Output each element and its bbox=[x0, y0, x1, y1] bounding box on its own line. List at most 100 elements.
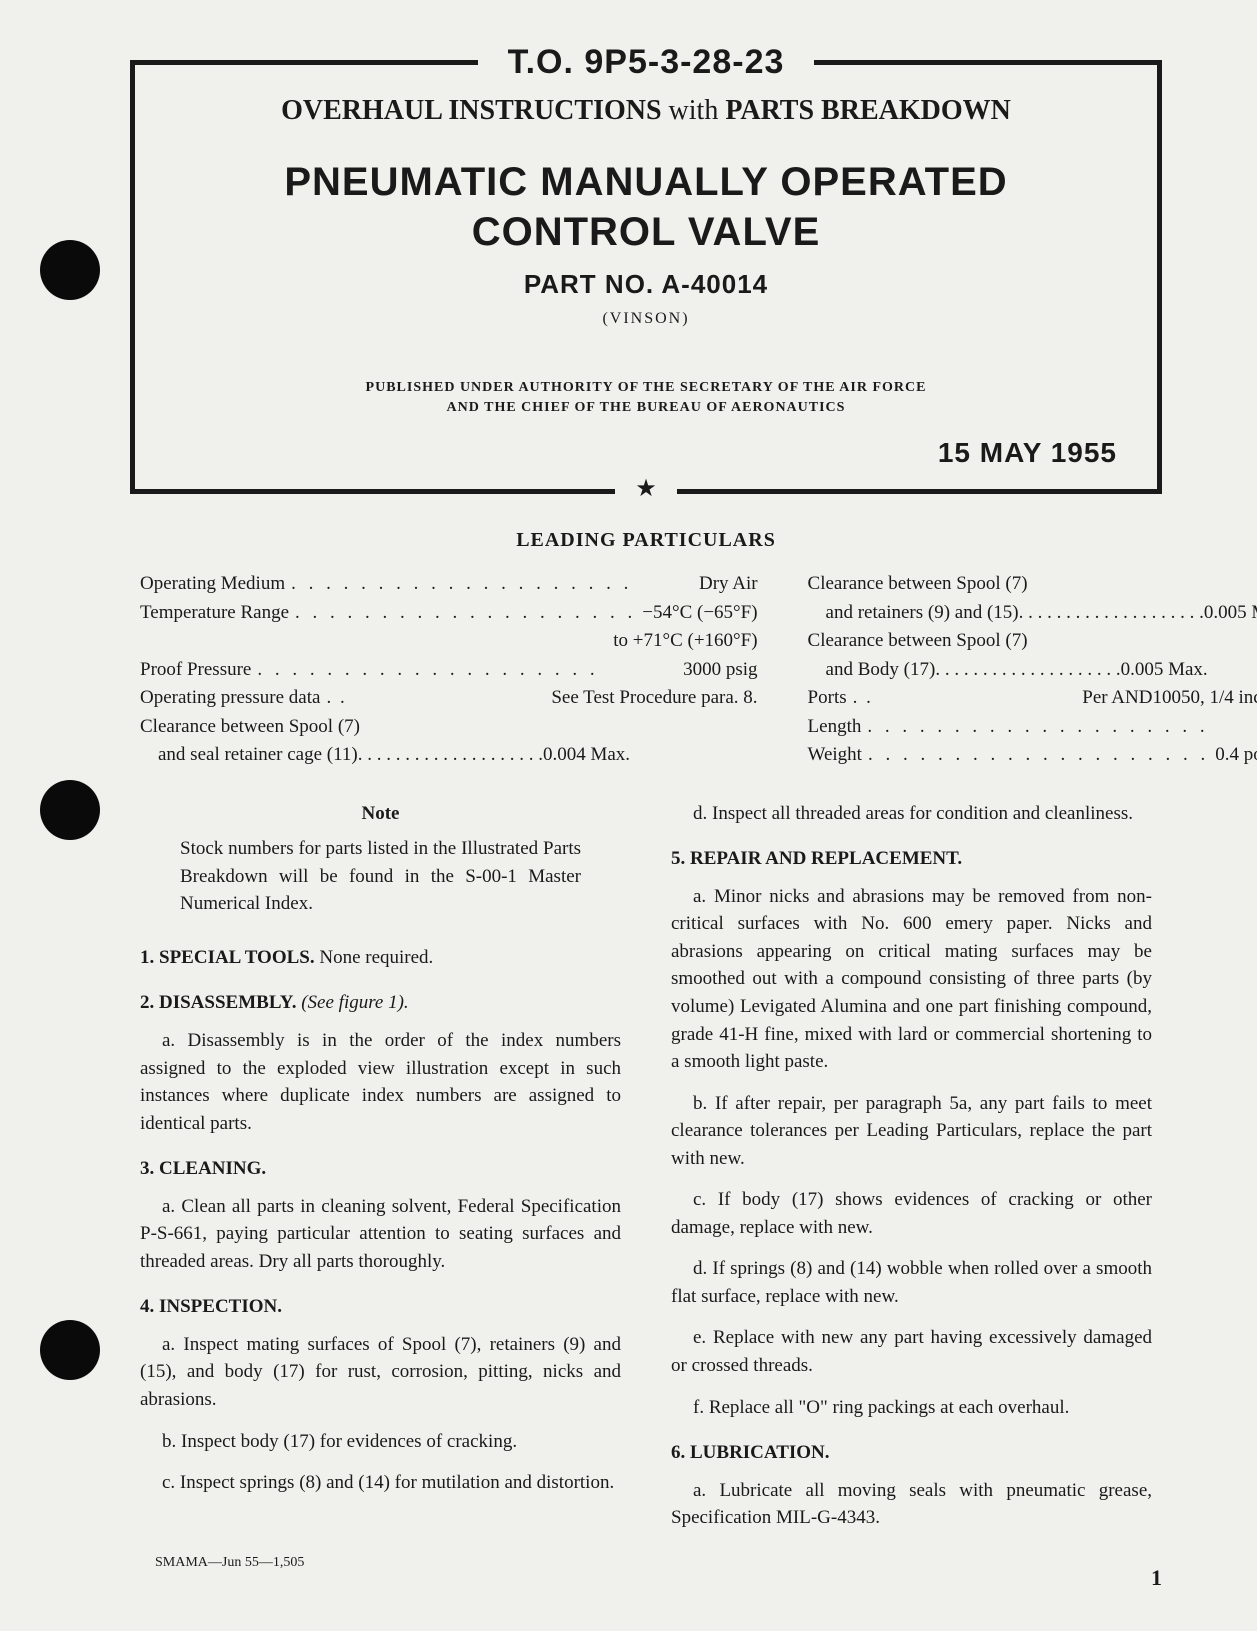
particular-label: Clearance between Spool (7) bbox=[808, 570, 1028, 599]
note-text: Stock numbers for parts listed in the Il… bbox=[180, 835, 581, 918]
star-icon: ★ bbox=[615, 476, 677, 502]
section-heading-text: 2. DISASSEMBLY. bbox=[140, 992, 296, 1013]
section-heading: 1. SPECIAL TOOLS. None required. bbox=[140, 944, 621, 972]
document-page: T.O. 9P5-3-28-23 OVERHAUL INSTRUCTIONS w… bbox=[0, 0, 1257, 1631]
particular-value: −54°C (−65°F) bbox=[642, 599, 757, 628]
paragraph: a. Minor nicks and abrasions may be remo… bbox=[671, 883, 1152, 1076]
paragraph: d. If springs (8) and (14) wobble when r… bbox=[671, 1255, 1152, 1310]
particular-label: Temperature Range bbox=[140, 599, 289, 628]
particular-label: Length bbox=[808, 713, 862, 742]
leader-dots: . . . . . . . . . . . . . . . . . . . . bbox=[251, 656, 683, 685]
part-number: PART NO. A-40014 bbox=[175, 269, 1117, 300]
particular-value: 0.004 Max. bbox=[543, 741, 630, 770]
paragraph: b. Inspect body (17) for evidences of cr… bbox=[140, 1428, 621, 1456]
body-columns: Note Stock numbers for parts listed in t… bbox=[140, 800, 1152, 1546]
paragraph: e. Replace with new any part having exce… bbox=[671, 1324, 1152, 1379]
particular-row: Length . . . . . . . . . . . . . . . . .… bbox=[808, 713, 1257, 742]
particular-label: Operating pressure data bbox=[140, 684, 320, 713]
leader-dots: . . . . . . . . . . . . . . . . . . . . bbox=[285, 570, 699, 599]
particular-label: Ports bbox=[808, 684, 847, 713]
leader-dots: . . bbox=[320, 684, 551, 713]
paragraph: c. If body (17) shows evidences of crack… bbox=[671, 1186, 1152, 1241]
particular-value: See Test Procedure para. 8. bbox=[551, 684, 757, 713]
authority-line-1: PUBLISHED UNDER AUTHORITY OF THE SECRETA… bbox=[175, 378, 1117, 398]
leader-dots: . . bbox=[847, 684, 1083, 713]
leader-dots: . . . . . . . . . . . . . . . . . . . . bbox=[358, 741, 543, 770]
page-number: 1 bbox=[1151, 1565, 1162, 1591]
note-block: Note Stock numbers for parts listed in t… bbox=[140, 800, 621, 918]
body-col-left: Note Stock numbers for parts listed in t… bbox=[140, 800, 621, 1546]
binder-hole bbox=[40, 1320, 100, 1380]
content-area: LEADING PARTICULARS Operating Medium . .… bbox=[130, 529, 1162, 1546]
particular-label: and retainers (9) and (15) bbox=[826, 599, 1019, 628]
title-line-1: PNEUMATIC MANUALLY OPERATED bbox=[175, 157, 1117, 207]
paragraph: b. If after repair, per paragraph 5a, an… bbox=[671, 1090, 1152, 1173]
note-title: Note bbox=[180, 800, 581, 828]
section-heading: 2. DISASSEMBLY. (See figure 1). bbox=[140, 989, 621, 1017]
subtitle-part-a: OVERHAUL INSTRUCTIONS bbox=[281, 95, 661, 126]
particular-row-indent: and Body (17) . . . . . . . . . . . . . … bbox=[808, 656, 1257, 685]
subtitle-with: with bbox=[662, 95, 726, 126]
particular-continuation: to +71°C (+160°F) bbox=[140, 627, 758, 656]
section-heading-text: 1. SPECIAL TOOLS. bbox=[140, 947, 315, 968]
subtitle: OVERHAUL INSTRUCTIONS with PARTS BREAKDO… bbox=[175, 95, 1117, 127]
particular-value: 0.4 pounds Max. bbox=[1215, 741, 1257, 770]
leader-dots: . . . . . . . . . . . . . . . . . . . . bbox=[861, 713, 1256, 742]
particular-value: 0.005 Max. bbox=[1121, 656, 1208, 685]
particulars-columns: Operating Medium . . . . . . . . . . . .… bbox=[140, 570, 1152, 770]
leader-dots: . . . . . . . . . . . . . . . . . . . . bbox=[289, 599, 642, 628]
leader-dots: . . . . . . . . . . . . . . . . . . . . bbox=[862, 741, 1215, 770]
particular-label: Proof Pressure bbox=[140, 656, 251, 685]
authority: PUBLISHED UNDER AUTHORITY OF THE SECRETA… bbox=[175, 378, 1117, 417]
particular-row: Ports . . Per AND10050, 1/4 inch tube si… bbox=[808, 684, 1257, 713]
section-heading: 5. REPAIR AND REPLACEMENT. bbox=[671, 845, 1152, 873]
section-ref: (See figure 1). bbox=[296, 992, 408, 1013]
main-title: PNEUMATIC MANUALLY OPERATED CONTROL VALV… bbox=[175, 157, 1117, 257]
subtitle-part-b: PARTS BREAKDOWN bbox=[725, 95, 1011, 126]
particular-value: Per AND10050, 1/4 inch tube size bbox=[1082, 684, 1257, 713]
paragraph: a. Clean all parts in cleaning solvent, … bbox=[140, 1193, 621, 1276]
paragraph: f. Replace all "O" ring packings at each… bbox=[671, 1394, 1152, 1422]
section-inline: None required. bbox=[315, 947, 434, 968]
paragraph: a. Inspect mating surfaces of Spool (7),… bbox=[140, 1331, 621, 1414]
title-line-2: CONTROL VALVE bbox=[175, 207, 1117, 257]
authority-line-2: AND THE CHIEF OF THE BUREAU OF AERONAUTI… bbox=[175, 398, 1117, 418]
particular-row: Operating pressure data . . See Test Pro… bbox=[140, 684, 758, 713]
particular-label: Operating Medium bbox=[140, 570, 285, 599]
particular-label: Clearance between Spool (7) bbox=[140, 713, 360, 742]
paragraph: a. Lubricate all moving seals with pneum… bbox=[671, 1477, 1152, 1532]
binder-hole bbox=[40, 240, 100, 300]
binder-hole bbox=[40, 780, 100, 840]
leader-dots: . . . . . . . . . . . . . . . . . . . . bbox=[1019, 599, 1204, 628]
body-col-right: d. Inspect all threaded areas for condit… bbox=[671, 800, 1152, 1546]
title-frame: T.O. 9P5-3-28-23 OVERHAUL INSTRUCTIONS w… bbox=[130, 60, 1162, 494]
particular-value: 0.005 Max. bbox=[1204, 599, 1257, 628]
particulars-left: Operating Medium . . . . . . . . . . . .… bbox=[140, 570, 758, 770]
leader-dots: . . . . . . . . . . . . . . . . . . . . bbox=[935, 656, 1120, 685]
footer-imprint: SMAMA—Jun 55—1,505 bbox=[155, 1555, 304, 1571]
particular-value: 3000 psig bbox=[683, 656, 757, 685]
section-heading: 6. LUBRICATION. bbox=[671, 1439, 1152, 1467]
particular-row-indent: and retainers (9) and (15) . . . . . . .… bbox=[808, 599, 1257, 628]
particular-label: Clearance between Spool (7) bbox=[808, 627, 1028, 656]
section-heading: 4. INSPECTION. bbox=[140, 1293, 621, 1321]
particular-row: Clearance between Spool (7) bbox=[140, 713, 758, 742]
paragraph: d. Inspect all threaded areas for condit… bbox=[671, 800, 1152, 828]
particular-value: Dry Air bbox=[699, 570, 758, 599]
paragraph: a. Disassembly is in the order of the in… bbox=[140, 1027, 621, 1137]
to-number: T.O. 9P5-3-28-23 bbox=[478, 43, 815, 81]
particular-row: Temperature Range . . . . . . . . . . . … bbox=[140, 599, 758, 628]
particular-row: Clearance between Spool (7) bbox=[808, 627, 1257, 656]
particular-row-indent: and seal retainer cage (11) . . . . . . … bbox=[140, 741, 758, 770]
particular-row: Proof Pressure . . . . . . . . . . . . .… bbox=[140, 656, 758, 685]
particular-label: Weight bbox=[808, 741, 862, 770]
to-number-wrap: T.O. 9P5-3-28-23 bbox=[135, 43, 1157, 82]
particular-row: Clearance between Spool (7) bbox=[808, 570, 1257, 599]
particular-label: and Body (17) bbox=[826, 656, 936, 685]
particular-row: Operating Medium . . . . . . . . . . . .… bbox=[140, 570, 758, 599]
leading-particulars-title: LEADING PARTICULARS bbox=[140, 529, 1152, 552]
paragraph: c. Inspect springs (8) and (14) for muti… bbox=[140, 1469, 621, 1497]
publication-date: 15 MAY 1955 bbox=[175, 437, 1117, 469]
manufacturer: (VINSON) bbox=[175, 310, 1117, 328]
particular-label: and seal retainer cage (11) bbox=[158, 741, 358, 770]
